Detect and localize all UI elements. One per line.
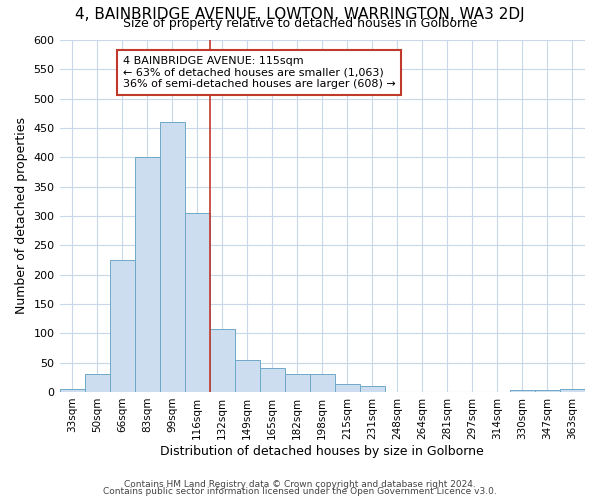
Bar — [110, 260, 134, 392]
Text: Contains public sector information licensed under the Open Government Licence v3: Contains public sector information licen… — [103, 487, 497, 496]
Bar — [560, 389, 585, 392]
Text: Size of property relative to detached houses in Golborne: Size of property relative to detached ho… — [123, 18, 477, 30]
Bar — [185, 213, 209, 392]
Bar — [85, 374, 110, 392]
Bar — [209, 328, 235, 392]
Bar — [134, 158, 160, 392]
Bar — [59, 389, 85, 392]
Text: Contains HM Land Registry data © Crown copyright and database right 2024.: Contains HM Land Registry data © Crown c… — [124, 480, 476, 489]
Bar — [510, 390, 535, 392]
X-axis label: Distribution of detached houses by size in Golborne: Distribution of detached houses by size … — [160, 444, 484, 458]
Y-axis label: Number of detached properties: Number of detached properties — [15, 118, 28, 314]
Bar — [335, 384, 360, 392]
Bar — [310, 374, 335, 392]
Bar — [160, 122, 185, 392]
Bar — [535, 390, 560, 392]
Text: 4, BAINBRIDGE AVENUE, LOWTON, WARRINGTON, WA3 2DJ: 4, BAINBRIDGE AVENUE, LOWTON, WARRINGTON… — [75, 8, 525, 22]
Bar — [235, 360, 260, 392]
Bar — [360, 386, 385, 392]
Text: 4 BAINBRIDGE AVENUE: 115sqm
← 63% of detached houses are smaller (1,063)
36% of : 4 BAINBRIDGE AVENUE: 115sqm ← 63% of det… — [122, 56, 395, 89]
Bar — [285, 374, 310, 392]
Bar — [260, 368, 285, 392]
